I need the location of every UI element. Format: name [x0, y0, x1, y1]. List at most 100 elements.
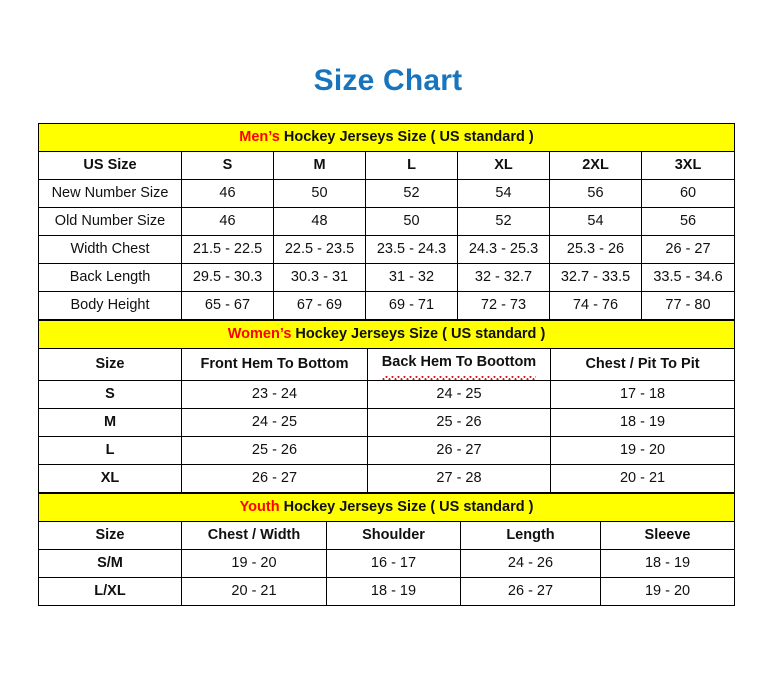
mens-row-label: Width Chest: [38, 235, 182, 264]
mens-cell: 77 - 80: [640, 291, 736, 320]
youth-cell: 18 - 19: [599, 549, 736, 578]
mens-col-header: 3XL: [640, 151, 736, 180]
youth-cell: 19 - 20: [181, 549, 327, 578]
mens-cell: 54: [457, 179, 550, 208]
youth-col-header: Chest / Width: [181, 521, 327, 550]
mens-cell: 74 - 76: [549, 291, 642, 320]
youth-row-label: L/XL: [38, 577, 182, 606]
table-row: S/M 19 - 20 16 - 17 24 - 26 18 - 19: [38, 549, 736, 578]
mens-cell: 32 - 32.7: [457, 263, 550, 292]
youth-heading-rest: Hockey Jerseys Size ( US standard ): [279, 499, 534, 515]
youth-col-header: Length: [460, 521, 601, 550]
womens-col-header: Chest / Pit To Pit: [549, 348, 736, 381]
table-row: XL 26 - 27 27 - 28 20 - 21: [38, 464, 736, 493]
table-header-row: Size Front Hem To Bottom Back Hem To Boo…: [38, 348, 736, 381]
mens-col-header: M: [273, 151, 366, 180]
youth-cell: 26 - 27: [460, 577, 601, 606]
table-row: L 25 - 26 26 - 27 19 - 20: [38, 436, 736, 465]
womens-row-label: S: [38, 380, 182, 409]
youth-col-header: Sleeve: [599, 521, 736, 550]
womens-cell: 26 - 27: [181, 464, 368, 493]
mens-cell: 21.5 - 22.5: [181, 235, 274, 264]
mens-section-heading: Men’s Hockey Jerseys Size ( US standard …: [37, 123, 736, 152]
womens-cell: 25 - 26: [181, 436, 368, 465]
mens-size-table: Men’s Hockey Jerseys Size ( US standard …: [37, 123, 736, 320]
table-row: New Number Size 46 50 52 54 56 60: [38, 179, 736, 208]
mens-cell: 52: [365, 179, 458, 208]
womens-cell: 27 - 28: [367, 464, 551, 493]
womens-col-header: Size: [38, 348, 182, 381]
table-header-row: Size Chest / Width Shoulder Length Sleev…: [38, 521, 736, 550]
table-row: Old Number Size 46 48 50 52 54 56: [38, 207, 736, 236]
womens-row-label: XL: [38, 464, 182, 493]
womens-row-label: M: [38, 408, 182, 437]
womens-cell: 24 - 25: [367, 380, 551, 409]
mens-cell: 54: [549, 207, 642, 236]
mens-col-header: L: [365, 151, 458, 180]
mens-cell: 60: [640, 179, 736, 208]
mens-col-header: S: [181, 151, 274, 180]
womens-cell: 19 - 20: [549, 436, 736, 465]
mens-heading-accent: Men’s: [239, 129, 280, 145]
mens-cell: 31 - 32: [365, 263, 458, 292]
mens-row-label: New Number Size: [38, 179, 182, 208]
mens-cell: 29.5 - 30.3: [181, 263, 274, 292]
youth-cell: 18 - 19: [326, 577, 461, 606]
youth-size-table: Youth Hockey Jerseys Size ( US standard …: [37, 493, 736, 606]
misspelled-word: Back Hem To Boottom: [381, 349, 537, 380]
table-header-row: US Size S M L XL 2XL 3XL: [38, 151, 736, 180]
youth-cell: 16 - 17: [326, 549, 461, 578]
womens-cell: 20 - 21: [549, 464, 736, 493]
mens-cell: 67 - 69: [273, 291, 366, 320]
mens-cell: 52: [457, 207, 550, 236]
mens-cell: 23.5 - 24.3: [365, 235, 458, 264]
youth-row-label: S/M: [38, 549, 182, 578]
mens-cell: 48: [273, 207, 366, 236]
page-title: Size Chart: [313, 64, 463, 97]
mens-heading-rest: Hockey Jerseys Size ( US standard ): [279, 129, 534, 145]
womens-row-label: L: [38, 436, 182, 465]
table-section-header-row: Women’s Hockey Jerseys Size ( US standar…: [37, 320, 736, 349]
table-section-header-row: Youth Hockey Jerseys Size ( US standard …: [37, 493, 736, 522]
mens-cell: 32.7 - 33.5: [549, 263, 642, 292]
womens-size-table: Women’s Hockey Jerseys Size ( US standar…: [37, 320, 736, 493]
womens-heading-rest: Hockey Jerseys Size ( US standard ): [291, 326, 546, 342]
womens-section-heading: Women’s Hockey Jerseys Size ( US standar…: [37, 320, 736, 349]
mens-cell: 69 - 71: [365, 291, 458, 320]
womens-heading-accent: Women’s: [227, 326, 292, 342]
table-row: Width Chest 21.5 - 22.5 22.5 - 23.5 23.5…: [38, 235, 736, 264]
youth-cell: 19 - 20: [599, 577, 736, 606]
mens-cell: 65 - 67: [181, 291, 274, 320]
mens-col-header: XL: [457, 151, 550, 180]
mens-cell: 72 - 73: [457, 291, 550, 320]
youth-cell: 24 - 26: [460, 549, 601, 578]
table-row: Back Length 29.5 - 30.3 30.3 - 31 31 - 3…: [38, 263, 736, 292]
mens-cell: 30.3 - 31: [273, 263, 366, 292]
womens-cell: 25 - 26: [367, 408, 551, 437]
womens-cell: 26 - 27: [367, 436, 551, 465]
mens-cell: 56: [549, 179, 642, 208]
mens-cell: 26 - 27: [640, 235, 736, 264]
womens-cell: 18 - 19: [549, 408, 736, 437]
mens-row-label: Body Height: [38, 291, 182, 320]
youth-heading-accent: Youth: [239, 499, 280, 515]
mens-row-label: Back Length: [38, 263, 182, 292]
mens-col-header: 2XL: [549, 151, 642, 180]
table-row: Body Height 65 - 67 67 - 69 69 - 71 72 -…: [38, 291, 736, 320]
mens-cell: 56: [640, 207, 736, 236]
womens-col-header: Front Hem To Bottom: [181, 348, 368, 381]
table-section-header-row: Men’s Hockey Jerseys Size ( US standard …: [37, 123, 736, 152]
youth-section-heading: Youth Hockey Jerseys Size ( US standard …: [37, 493, 736, 522]
youth-col-header: Shoulder: [326, 521, 461, 550]
table-row: S 23 - 24 24 - 25 17 - 18: [38, 380, 736, 409]
mens-cell: 24.3 - 25.3: [457, 235, 550, 264]
womens-cell: 24 - 25: [181, 408, 368, 437]
mens-cell: 50: [365, 207, 458, 236]
mens-col-header: US Size: [38, 151, 182, 180]
mens-cell: 22.5 - 23.5: [273, 235, 366, 264]
mens-cell: 25.3 - 26: [549, 235, 642, 264]
mens-row-label: Old Number Size: [38, 207, 182, 236]
youth-col-header: Size: [38, 521, 182, 550]
womens-col-header-misspelled: Back Hem To Boottom: [367, 348, 551, 381]
womens-cell: 23 - 24: [181, 380, 368, 409]
